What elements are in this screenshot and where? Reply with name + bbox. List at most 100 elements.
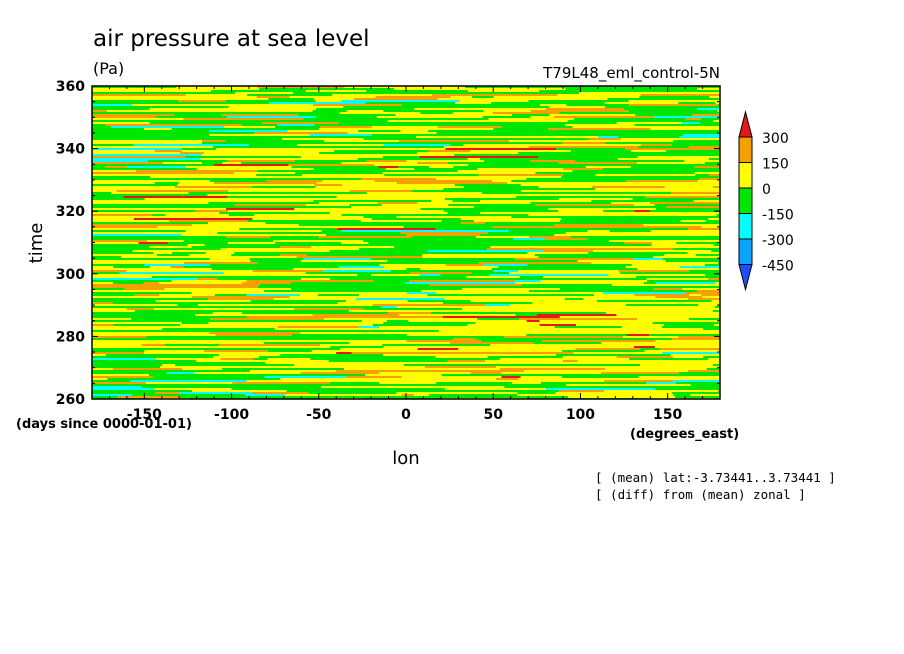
heatmap-cell [352,92,393,94]
heatmap-cell [709,396,720,398]
heatmap-cell [377,202,404,204]
heatmap-cell [363,138,437,140]
heatmap-cell [649,172,695,174]
heatmap-cell [562,360,578,362]
heatmap-cell [404,282,516,284]
heatmap-cell [442,316,560,318]
heatmap-cell [389,118,489,120]
heatmap-cell [353,288,463,290]
heatmap-cell [641,236,720,238]
heatmap-cell [319,152,417,154]
heatmap-cell [518,262,592,264]
heatmap-cell [123,196,184,198]
heatmap-cell [655,388,720,390]
heatmap-cell [92,224,192,226]
heatmap-cell [226,116,316,118]
heatmap-cell [486,208,549,210]
heatmap-cell [315,244,392,246]
heatmap-cell [175,306,272,308]
heatmap-cell [508,230,574,232]
heatmap-cell [300,372,380,374]
heatmap-cell [570,278,647,280]
heatmap-cell [422,106,533,108]
heatmap-cell [591,200,694,202]
heatmap-cell [664,130,720,132]
heatmap-cell [319,336,431,338]
heatmap-cell [491,102,605,104]
heatmap-cell [113,324,181,326]
heatmap-cell [486,260,578,262]
heatmap-cell [336,252,421,254]
heatmap-cell [92,226,157,228]
heatmap-cell [566,286,637,288]
heatmap-cell [277,278,301,280]
heatmap-cell [315,116,360,118]
heatmap-cell [628,110,718,112]
heatmap-cell [387,312,431,314]
heatmap-cell [162,136,268,138]
heatmap-cell [298,114,396,116]
heatmap-cell [238,310,349,312]
heatmap-cell [558,162,622,164]
heatmap-cell [465,86,559,88]
heatmap-cell [228,214,255,216]
heatmap-cell [162,328,275,330]
heatmap-cell [152,376,172,378]
heatmap-cell [538,90,628,92]
heatmap-cell [666,150,720,152]
heatmap-cell [634,258,663,260]
heatmap-cell [92,292,192,294]
heatmap-cell [494,286,567,288]
heatmap-cell [630,166,695,168]
heatmap-cell [694,166,720,168]
heatmap-cell [526,178,637,180]
heatmap-cell [591,186,665,188]
heatmap-cell [697,108,720,110]
heatmap-cell [219,212,248,214]
heatmap-cell [492,226,520,228]
heatmap-cell [357,274,372,276]
heatmap-cell [92,314,196,316]
heatmap-cell [322,396,429,398]
heatmap-cell [280,254,307,256]
heatmap-cell [249,258,304,260]
heatmap-cell [294,160,367,162]
heatmap-cell [479,158,546,160]
heatmap-cell [147,160,163,162]
heatmap-cell [518,152,623,154]
heatmap-cell [191,220,248,222]
heatmap-cell [244,338,272,340]
heatmap-cell [202,162,223,164]
heatmap-cell [247,94,333,96]
heatmap-cell [559,288,654,290]
heatmap-cell [471,240,496,242]
heatmap-cell [484,222,574,224]
colorbar-segment [738,238,753,265]
heatmap-cell [202,140,226,142]
heatmap-cell [437,126,502,128]
heatmap-cell [119,272,224,274]
heatmap-cell [268,102,366,104]
heatmap-cell [244,286,258,288]
heatmap-cell [220,102,244,104]
heatmap-cell [92,390,192,392]
heatmap-cell [709,174,720,176]
heatmap-cell [354,338,407,340]
heatmap-cell [92,330,210,332]
heatmap-cell [354,286,450,288]
heatmap-cell [450,278,570,280]
heatmap-cell [137,320,245,322]
heatmap-cell [337,232,401,234]
heatmap-cell [281,192,367,194]
heatmap-cell [217,112,256,114]
heatmap-cell [349,190,412,192]
heatmap-cell [463,242,516,244]
heatmap-cell [188,112,218,114]
heatmap-cell [573,118,686,120]
heatmap-cell [391,244,464,246]
heatmap-cell [556,354,671,356]
heatmap-cell [688,298,720,300]
heatmap-cell [485,304,510,306]
heatmap-cell [378,166,399,168]
heatmap-cell [589,248,674,250]
